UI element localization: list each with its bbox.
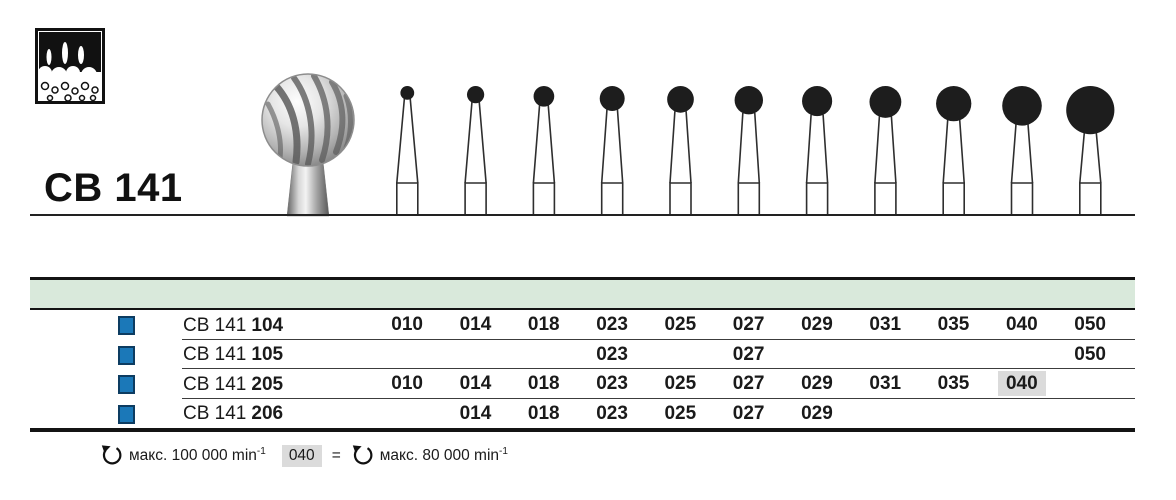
table-row: CB 141 206 014 018 023 025 027 029: [30, 399, 1135, 429]
size-cell: [988, 340, 1056, 370]
size-cell: 023: [596, 314, 628, 336]
product-series: CB 141: [183, 344, 247, 365]
page-title: CB 141: [44, 166, 183, 210]
shank-type-swatch: [118, 316, 135, 335]
size-cell: 031: [869, 373, 902, 395]
max-speed-standard: макс. 100 000 min-1: [129, 445, 266, 465]
shank-type-swatch: [118, 375, 135, 394]
equals-sign: =: [331, 446, 341, 464]
size-cell: 029: [801, 402, 833, 424]
size-cell: 050: [1074, 343, 1106, 365]
size-cell: 029: [801, 373, 833, 395]
size-cell: 027: [732, 402, 765, 424]
size-cell: [646, 340, 714, 370]
table-row: CB 141 104 010 014 018 023 025 027 029 031 035 040…: [30, 310, 1135, 340]
bur-figure: [30, 73, 1135, 217]
table-row: CB 141 205 010 014 018 023 025 027 029 031 035 040: [30, 369, 1135, 399]
size-cell: 035: [937, 373, 970, 395]
table-bottom-rule: [30, 428, 1135, 432]
product-variant-label: CB 141 205: [183, 374, 283, 396]
table-top-rule: [30, 277, 1135, 280]
rotation-ccw-icon: [352, 445, 373, 465]
size-cell: 027: [732, 314, 765, 336]
shank-variant: 205: [251, 373, 284, 395]
size-cell: [988, 399, 1056, 429]
size-cell: [441, 340, 509, 370]
size-cell: [1056, 369, 1124, 399]
bur-photo-illustration: [261, 73, 355, 217]
product-series: CB 141: [183, 373, 247, 395]
size-cell: [510, 340, 578, 370]
size-cell: 023: [596, 343, 628, 365]
size-cell: 014: [459, 373, 492, 395]
product-variant-label: CB 141 105: [183, 344, 283, 366]
size-cell: 027: [732, 343, 765, 365]
size-cell: 018: [527, 373, 560, 395]
size-cell: 025: [664, 373, 697, 395]
max-speed-highlighted: макс. 80 000 min-1: [379, 445, 508, 465]
product-variant-label: CB 141 206: [183, 403, 283, 425]
size-cell: [851, 399, 919, 429]
shank-variant: 105: [251, 344, 284, 365]
size-cell: [1056, 399, 1124, 429]
size-cells: 010 014 018 023 025 027 029 031 035 040 050: [373, 310, 1124, 340]
size-cell: 014: [459, 314, 492, 336]
size-cell: 018: [527, 402, 560, 424]
speed-footnote: макс. 100 000 min-1 040 = макс. 80 000 m…: [100, 443, 508, 468]
size-cells: 023 027 050: [373, 340, 1124, 370]
size-cell: 023: [596, 402, 628, 424]
size-cell: 014: [459, 402, 492, 424]
highlighted-size-code: 040: [281, 444, 322, 467]
size-cell: 035: [937, 314, 970, 336]
size-cell: 023: [596, 373, 628, 395]
size-cell: 029: [801, 314, 833, 336]
size-cell: [851, 340, 919, 370]
size-cell: 040: [988, 369, 1056, 399]
shank-variant: 206: [251, 403, 284, 424]
bur-size-schematics: [396, 86, 1115, 215]
size-cells: 014 018 023 025 027 029: [373, 399, 1124, 429]
shank-type-swatch: [118, 345, 135, 365]
table-row: CB 141 105 023 027 050: [30, 340, 1135, 370]
product-variant-label: CB 141 104: [183, 315, 283, 337]
size-cell: [373, 399, 441, 429]
size-cell: [373, 340, 441, 370]
size-cell: 025: [664, 402, 697, 424]
size-cell: 040: [1005, 314, 1038, 336]
size-cell: [919, 399, 987, 429]
product-series: CB 141: [183, 314, 247, 336]
size-cell: 010: [391, 373, 423, 395]
rotation-ccw-icon: [101, 445, 122, 465]
size-cell: 027: [732, 373, 765, 395]
product-series: CB 141: [183, 403, 247, 424]
size-table: CB 141 104 010 014 018 023 025 027 029 031 035 040…: [30, 277, 1135, 432]
teeth-crosssection-icon: [35, 28, 105, 104]
size-cell: [919, 340, 987, 370]
size-cell: 031: [869, 314, 902, 336]
size-cell: 018: [527, 314, 560, 336]
size-cell: 025: [664, 314, 697, 336]
size-cell: 010: [391, 314, 423, 336]
size-cell: 050: [1074, 314, 1106, 336]
size-cells: 010 014 018 023 025 027 029 031 035 040: [373, 369, 1124, 399]
shank-type-swatch: [118, 404, 135, 424]
table-header-band: [30, 280, 1135, 310]
shank-variant: 104: [251, 314, 284, 336]
size-cell: [783, 340, 851, 370]
